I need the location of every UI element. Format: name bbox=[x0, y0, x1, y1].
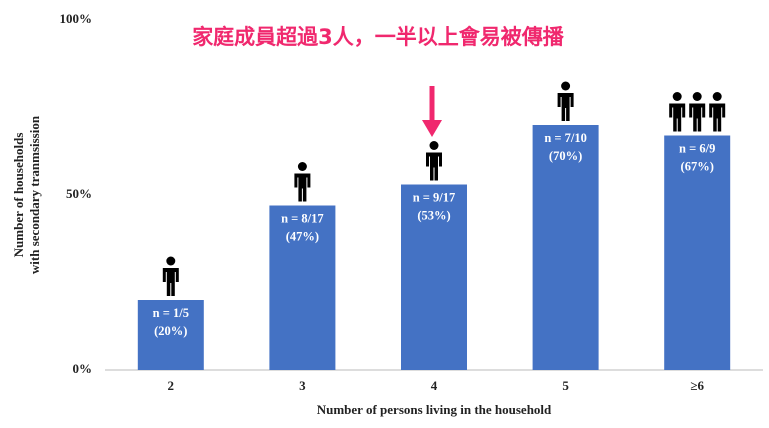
value-label: (53%) bbox=[417, 208, 450, 222]
icon-body bbox=[294, 173, 311, 202]
value-label: (70%) bbox=[549, 149, 582, 163]
value-label: (20%) bbox=[154, 324, 187, 338]
x-tick-label: 5 bbox=[562, 378, 569, 393]
y-tick-label: 100% bbox=[60, 11, 93, 26]
x-tick-label: 3 bbox=[299, 378, 306, 393]
bar bbox=[401, 184, 467, 370]
person-icon bbox=[557, 81, 574, 121]
icon-body bbox=[689, 103, 706, 132]
person-icon bbox=[294, 162, 311, 202]
icon-head bbox=[712, 92, 722, 101]
icon-body bbox=[162, 268, 179, 296]
person-icon bbox=[162, 256, 179, 296]
icon-head bbox=[297, 162, 307, 171]
icon-head bbox=[561, 81, 571, 91]
icon-body bbox=[669, 103, 686, 132]
bar bbox=[532, 125, 599, 370]
icon-head bbox=[429, 141, 439, 150]
value-label: (47%) bbox=[286, 229, 319, 243]
value-label: n = 6/9 bbox=[679, 141, 715, 155]
x-axis-title: Number of persons living in the househol… bbox=[317, 402, 552, 417]
bar bbox=[269, 205, 336, 370]
bar bbox=[664, 135, 731, 370]
value-label: (67%) bbox=[681, 159, 714, 173]
value-label: n = 1/5 bbox=[153, 306, 189, 320]
icon-body bbox=[709, 103, 726, 132]
y-axis-title: with secondary tranmsission bbox=[27, 115, 42, 274]
person-icon bbox=[426, 141, 442, 181]
value-label: n = 7/10 bbox=[544, 131, 587, 145]
x-tick-label: ≥6 bbox=[690, 378, 704, 393]
person-icon bbox=[709, 92, 726, 132]
y-tick-label: 0% bbox=[73, 361, 93, 376]
arrow-head bbox=[422, 120, 442, 137]
icon-head bbox=[672, 92, 682, 101]
x-tick-label: 4 bbox=[431, 378, 438, 393]
icon-body bbox=[557, 93, 574, 121]
value-label: n = 9/17 bbox=[413, 190, 456, 204]
y-tick-label: 50% bbox=[66, 186, 92, 201]
person-icon bbox=[669, 92, 686, 132]
annotation: 家庭成員超過3人，一半以上會易被傳播 bbox=[192, 25, 565, 49]
bar bbox=[137, 300, 204, 370]
x-tick-label: 2 bbox=[168, 378, 175, 393]
icon-head bbox=[166, 256, 176, 266]
value-label: n = 8/17 bbox=[281, 211, 324, 225]
icon-body bbox=[426, 152, 442, 181]
icon-head bbox=[692, 92, 702, 101]
y-axis-title: Number of households bbox=[11, 133, 26, 258]
person-icon bbox=[689, 92, 706, 132]
